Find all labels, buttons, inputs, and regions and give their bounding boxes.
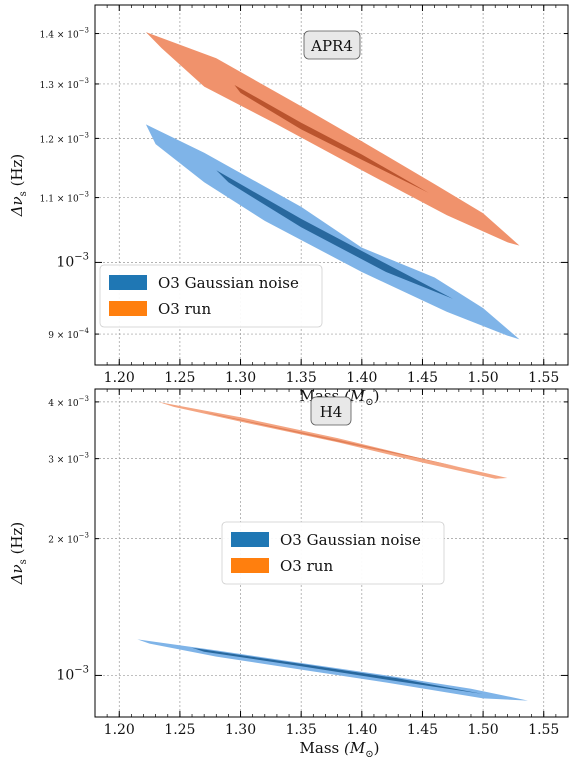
legend-label: O3 Gaussian noise (280, 531, 421, 549)
x-tick-label: 1.45 (407, 722, 438, 738)
legend-box (221, 521, 445, 585)
y-tick-mantissa: 1.4 × 10 (40, 31, 79, 41)
y-tick-label: 10−3 (56, 664, 89, 683)
x-axis-label: Mass (M⊙) (300, 739, 380, 760)
x-tick-label: 1.35 (286, 722, 317, 738)
y-tick-mantissa: 1.3 × 10 (40, 81, 79, 91)
x-tick-label: 1.50 (468, 722, 499, 738)
y-axis-label: Δνs (Hz) (8, 522, 29, 586)
legend-label: O3 Gaussian noise (158, 274, 299, 292)
eos-annotation-label: APR4 (310, 37, 353, 55)
eos-annotation-box (310, 396, 352, 426)
x-tick-label: 1.40 (346, 722, 377, 738)
x-axis-label-close: ) (374, 387, 380, 405)
x-axis-label-unit: (M (344, 739, 366, 757)
y-tick-mantissa: 1.1 × 10 (40, 195, 79, 205)
legend-swatch (109, 275, 147, 290)
y-tick-label: 1.2 × 10−3 (40, 131, 89, 145)
y-tick-exponent: −3 (79, 532, 89, 540)
plot-frame (94, 388, 569, 718)
x-tick-label: 1.30 (225, 370, 256, 386)
y-tick-exponent: −3 (79, 27, 89, 35)
y-tick-label: 2 × 10−3 (48, 532, 89, 546)
y-tick-exponent: −3 (79, 77, 89, 85)
panel-top: 1.20 1.25 1.30 1.35 1.40 1.45 1.50 1.55 9 × 10−4… (8, 4, 569, 408)
legend-label: O3 run (158, 300, 211, 318)
x-axis-label-sub: ⊙ (365, 397, 373, 408)
x-tick-label: 1.50 (468, 370, 499, 386)
x-tick-label: 1.55 (528, 370, 559, 386)
x-tick-label: 1.35 (286, 370, 317, 386)
legend-label: O3 run (280, 557, 333, 575)
y-tick-label: 1.1 × 10−3 (40, 191, 89, 205)
y-tick-label: 1.4 × 10−3 (40, 27, 89, 41)
y-tick-exponent: −3 (79, 395, 89, 403)
x-tick-label: 1.20 (104, 722, 135, 738)
y-tick-mantissa: 9 × 10 (48, 331, 79, 341)
x-tick-label: 1.55 (528, 722, 559, 738)
y-tick-mantissa: 10 (56, 667, 74, 683)
y-tick-mantissa: 3 × 10 (48, 456, 79, 466)
y-tick-mantissa: 2 × 10 (48, 536, 79, 546)
eos-annotation-box (303, 30, 361, 60)
legend-swatch (109, 301, 147, 316)
x-tick-label: 1.20 (104, 370, 135, 386)
legend-swatch (231, 558, 269, 573)
y-tick-label: 10−3 (56, 251, 89, 270)
x-tick-label: 1.30 (225, 722, 256, 738)
y-tick-exponent: −3 (74, 251, 89, 262)
y-axis-label-unit: (Hz) (8, 522, 26, 559)
y-tick-exponent: −3 (79, 191, 89, 199)
series-band-o3-run (145, 32, 520, 246)
legend-box (99, 264, 323, 328)
legend: O3 Gaussian noise O3 run (99, 264, 323, 328)
y-tick-exponent: −3 (74, 664, 89, 675)
legend-swatch (231, 532, 269, 547)
x-tick-label: 1.45 (407, 370, 438, 386)
y-tick-mantissa: 4 × 10 (48, 399, 79, 409)
y-axis-label-unit: (Hz) (8, 154, 26, 191)
y-tick-label: 4 × 10−3 (48, 395, 89, 409)
x-tick-label: 1.25 (164, 722, 195, 738)
legend: O3 Gaussian noise O3 run (221, 521, 445, 585)
x-tick-label: 1.40 (346, 370, 377, 386)
y-tick-label: 1.3 × 10−3 (40, 77, 89, 91)
plot-frame (94, 4, 569, 366)
x-axis-label-close: ) (374, 739, 380, 757)
y-axis-label-text: Δν (8, 564, 26, 585)
eos-annotation-label: H4 (320, 403, 343, 421)
y-tick-exponent: −3 (79, 452, 89, 460)
x-axis-label-sub: ⊙ (365, 749, 373, 760)
series-core-o3-run (234, 85, 429, 193)
x-tick-label: 1.25 (164, 370, 195, 386)
y-tick-label: 9 × 10−4 (48, 327, 89, 341)
y-axis-label-sub: s (18, 559, 29, 564)
y-axis-label-sub: s (18, 191, 29, 196)
y-tick-mantissa: 1.2 × 10 (40, 135, 79, 145)
y-tick-exponent: −4 (79, 327, 90, 335)
y-tick-label: 3 × 10−3 (48, 452, 89, 466)
x-axis-label-text: Mass (300, 739, 340, 757)
y-axis-label: Δνs (Hz) (8, 154, 29, 218)
y-tick-mantissa: 10 (56, 254, 74, 270)
series-core-gaussian-noise (192, 647, 484, 694)
series-core-o3-run (204, 412, 459, 467)
y-tick-exponent: −3 (79, 131, 89, 139)
y-axis-label-text: Δν (8, 196, 26, 217)
